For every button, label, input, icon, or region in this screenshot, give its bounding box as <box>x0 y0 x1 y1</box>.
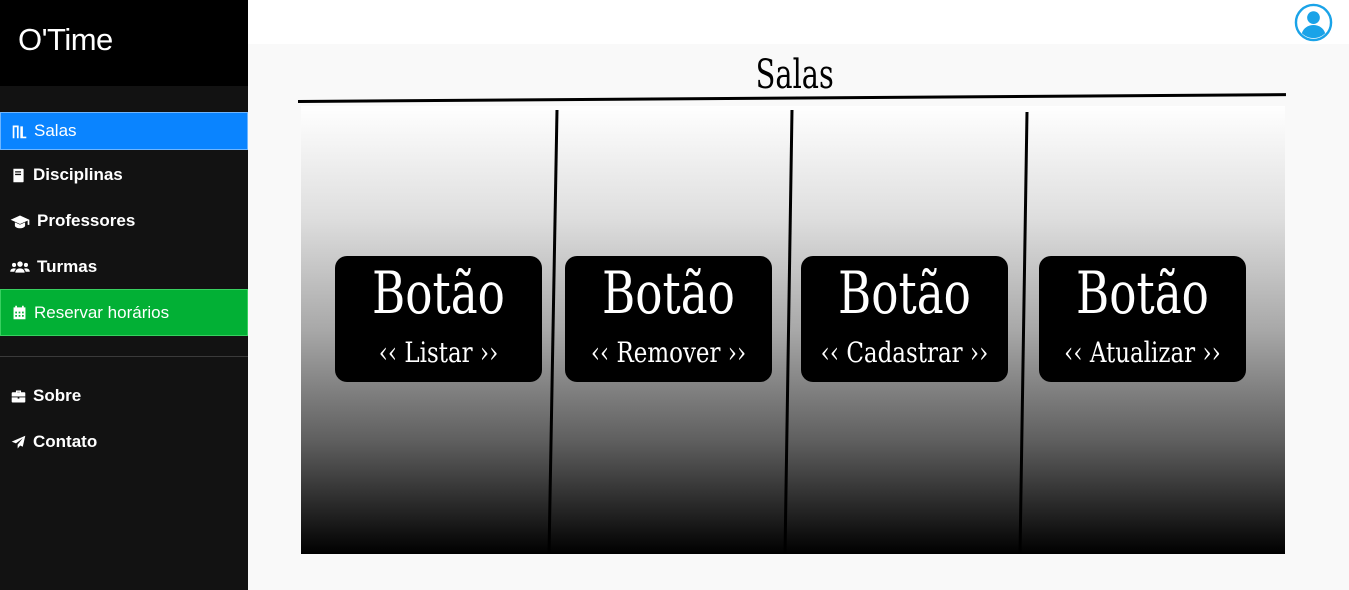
update-button[interactable]: Botão ‹‹ Atualizar ›› <box>1039 256 1246 382</box>
sidebar-item-turmas[interactable]: Turmas <box>0 248 248 286</box>
app-logo-text[interactable]: O'Time <box>18 22 113 57</box>
card-action-label: ‹‹ Cadastrar ›› <box>820 336 989 369</box>
card-title: Botão <box>838 259 971 327</box>
sidebar-item-reservar-horarios[interactable]: Reservar horários <box>0 289 248 336</box>
sidebar-item-salas[interactable]: Salas <box>0 112 248 150</box>
user-circle-icon[interactable] <box>1294 3 1333 42</box>
list-button[interactable]: Botão ‹‹ Listar ›› <box>335 256 542 382</box>
door-icon <box>9 121 29 141</box>
main-nav: Salas <box>0 112 248 150</box>
nav-group: Contato <box>0 423 248 461</box>
card-title: Botão <box>1076 259 1209 327</box>
sidebar-item-sobre[interactable]: Sobre <box>0 377 248 415</box>
column-dividers <box>547 109 1029 554</box>
brand-header: O'Time <box>0 0 248 86</box>
sidebar: O'Time Salas Disciplinas Professores <box>0 0 248 590</box>
card-title: Botão <box>602 259 735 327</box>
sidebar-item-label: Sobre <box>33 386 82 405</box>
remove-button[interactable]: Botão ‹‹ Remover ›› <box>565 256 772 382</box>
nav-group: Reservar horários <box>0 289 248 336</box>
nav-group: Professores <box>0 202 248 240</box>
create-button[interactable]: Botão ‹‹ Cadastrar ›› <box>801 256 1008 382</box>
sidebar-item-label: Contato <box>33 432 98 451</box>
graduation-cap-icon <box>8 211 32 231</box>
briefcase-icon <box>8 386 28 406</box>
sidebar-item-label: Turmas <box>37 257 98 276</box>
top-bar <box>248 0 1349 44</box>
card-action-label: ‹‹ Remover ›› <box>590 336 747 369</box>
book-icon <box>8 165 28 185</box>
sidebar-item-contato[interactable]: Contato <box>0 423 248 461</box>
paper-plane-icon <box>8 432 28 452</box>
sidebar-item-disciplinas[interactable]: Disciplinas <box>0 156 248 194</box>
sidebar-divider <box>0 356 248 357</box>
sidebar-item-label: Salas <box>34 121 77 140</box>
card-action-label: ‹‹ Atualizar ›› <box>1064 336 1221 369</box>
sidebar-item-label: Professores <box>37 211 136 230</box>
nav-group: Turmas <box>0 248 248 286</box>
card-title: Botão <box>372 259 505 327</box>
users-icon <box>8 257 32 277</box>
nav-group: Sobre <box>0 377 248 415</box>
calendar-icon <box>9 303 29 323</box>
nav-group: Disciplinas <box>0 156 248 194</box>
sidebar-item-label: Reservar horários <box>34 302 170 322</box>
card-action-label: ‹‹ Listar ›› <box>378 336 499 369</box>
sidebar-item-professores[interactable]: Professores <box>0 202 248 240</box>
page-title: Salas <box>755 52 834 98</box>
sidebar-item-label: Disciplinas <box>33 165 123 184</box>
